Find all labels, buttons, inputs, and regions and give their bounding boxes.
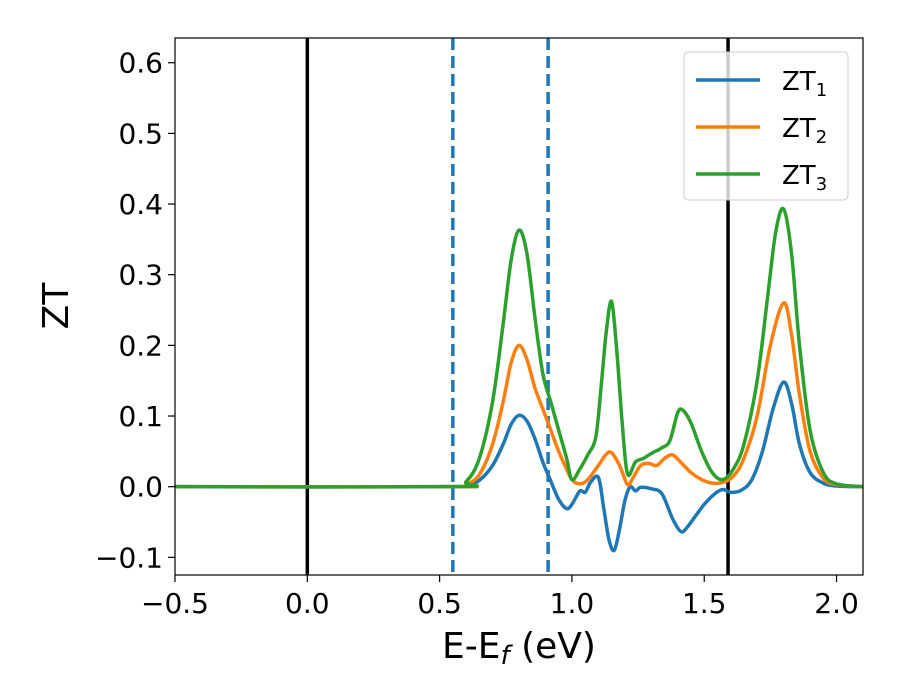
y-tick-label: 0.3 — [118, 259, 163, 292]
x-tick-label: 0.5 — [417, 587, 462, 620]
legend-label: ZT3 — [782, 161, 827, 195]
y-tick-label: 0.5 — [118, 117, 163, 150]
x-axis-label: E-Ef (eV) — [442, 626, 596, 671]
x-tick-label: 1.5 — [682, 587, 727, 620]
series-line-zt1 — [175, 380, 863, 553]
x-tick-label: −0.5 — [141, 587, 209, 620]
legend-label: ZT2 — [782, 114, 827, 148]
y-tick-label: 0.0 — [118, 471, 163, 504]
x-axis-ticks: −0.5 0.0 0.5 1.0 1.5 2.0 — [141, 575, 859, 620]
y-axis-label: ZT — [36, 282, 77, 330]
x-tick-label: 2.0 — [814, 587, 859, 620]
y-tick-label: 0.2 — [118, 329, 163, 362]
legend: ZT1 ZT2 ZT3 — [683, 51, 849, 201]
legend-label: ZT1 — [782, 67, 827, 101]
plot-frame — [174, 37, 864, 576]
legend-frame — [683, 51, 849, 201]
series-line-zt2 — [175, 301, 863, 489]
y-tick-label: 0.6 — [118, 47, 163, 80]
y-tick-label: −0.1 — [95, 541, 163, 574]
series-line-zt3 — [175, 206, 863, 489]
y-tick-label: 0.4 — [118, 188, 163, 221]
y-axis-ticks: −0.1 0.0 0.1 0.2 0.3 0.4 0.5 0.6 — [95, 47, 175, 574]
x-tick-label: 1.0 — [550, 587, 595, 620]
y-tick-label: 0.1 — [118, 400, 163, 433]
series-layer — [175, 206, 863, 553]
x-tick-label: 0.0 — [285, 587, 330, 620]
